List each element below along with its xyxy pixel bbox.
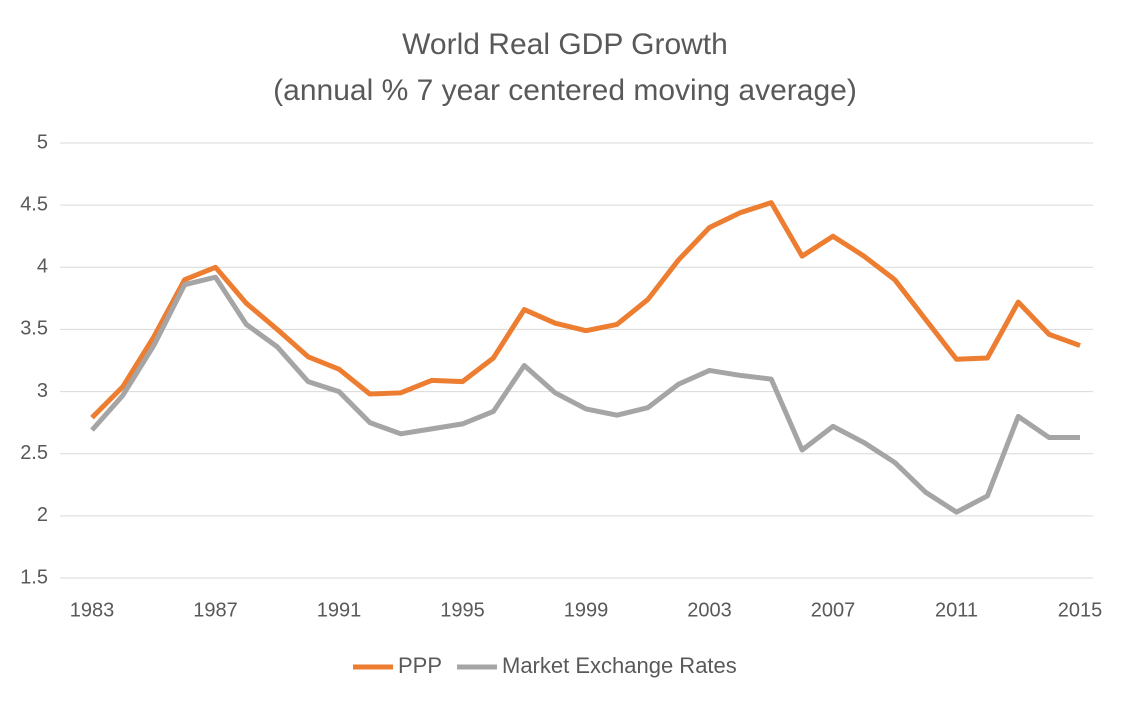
chart-title: World Real GDP Growth [402, 28, 728, 61]
x-tick-label: 2015 [1058, 599, 1103, 621]
series-line [90, 200, 1081, 420]
x-tick-label: 2003 [687, 599, 732, 621]
x-tick-label: 1991 [317, 599, 362, 621]
x-tick-label: 1987 [193, 599, 238, 621]
legend-label: Market Exchange Rates [502, 653, 737, 678]
series-line [90, 274, 1080, 515]
legend-label: PPP [398, 653, 442, 678]
y-tick-label: 4.5 [20, 193, 48, 215]
x-tick-label: 1983 [70, 599, 115, 621]
y-tick-label: 2 [37, 504, 48, 526]
x-tick-label: 2007 [811, 599, 856, 621]
x-tick-label: 1999 [564, 599, 609, 621]
x-tick-label: 1995 [440, 599, 485, 621]
y-tick-label: 3.5 [20, 318, 48, 340]
y-tick-label: 1.5 [20, 566, 48, 588]
y-tick-label: 4 [37, 256, 48, 278]
x-tick-label: 2011 [935, 599, 978, 621]
y-tick-label: 2.5 [20, 442, 48, 464]
y-tick-label: 5 [37, 131, 48, 153]
chart-subtitle: (annual % 7 year centered moving average… [273, 74, 857, 107]
y-tick-label: 3 [37, 380, 48, 402]
